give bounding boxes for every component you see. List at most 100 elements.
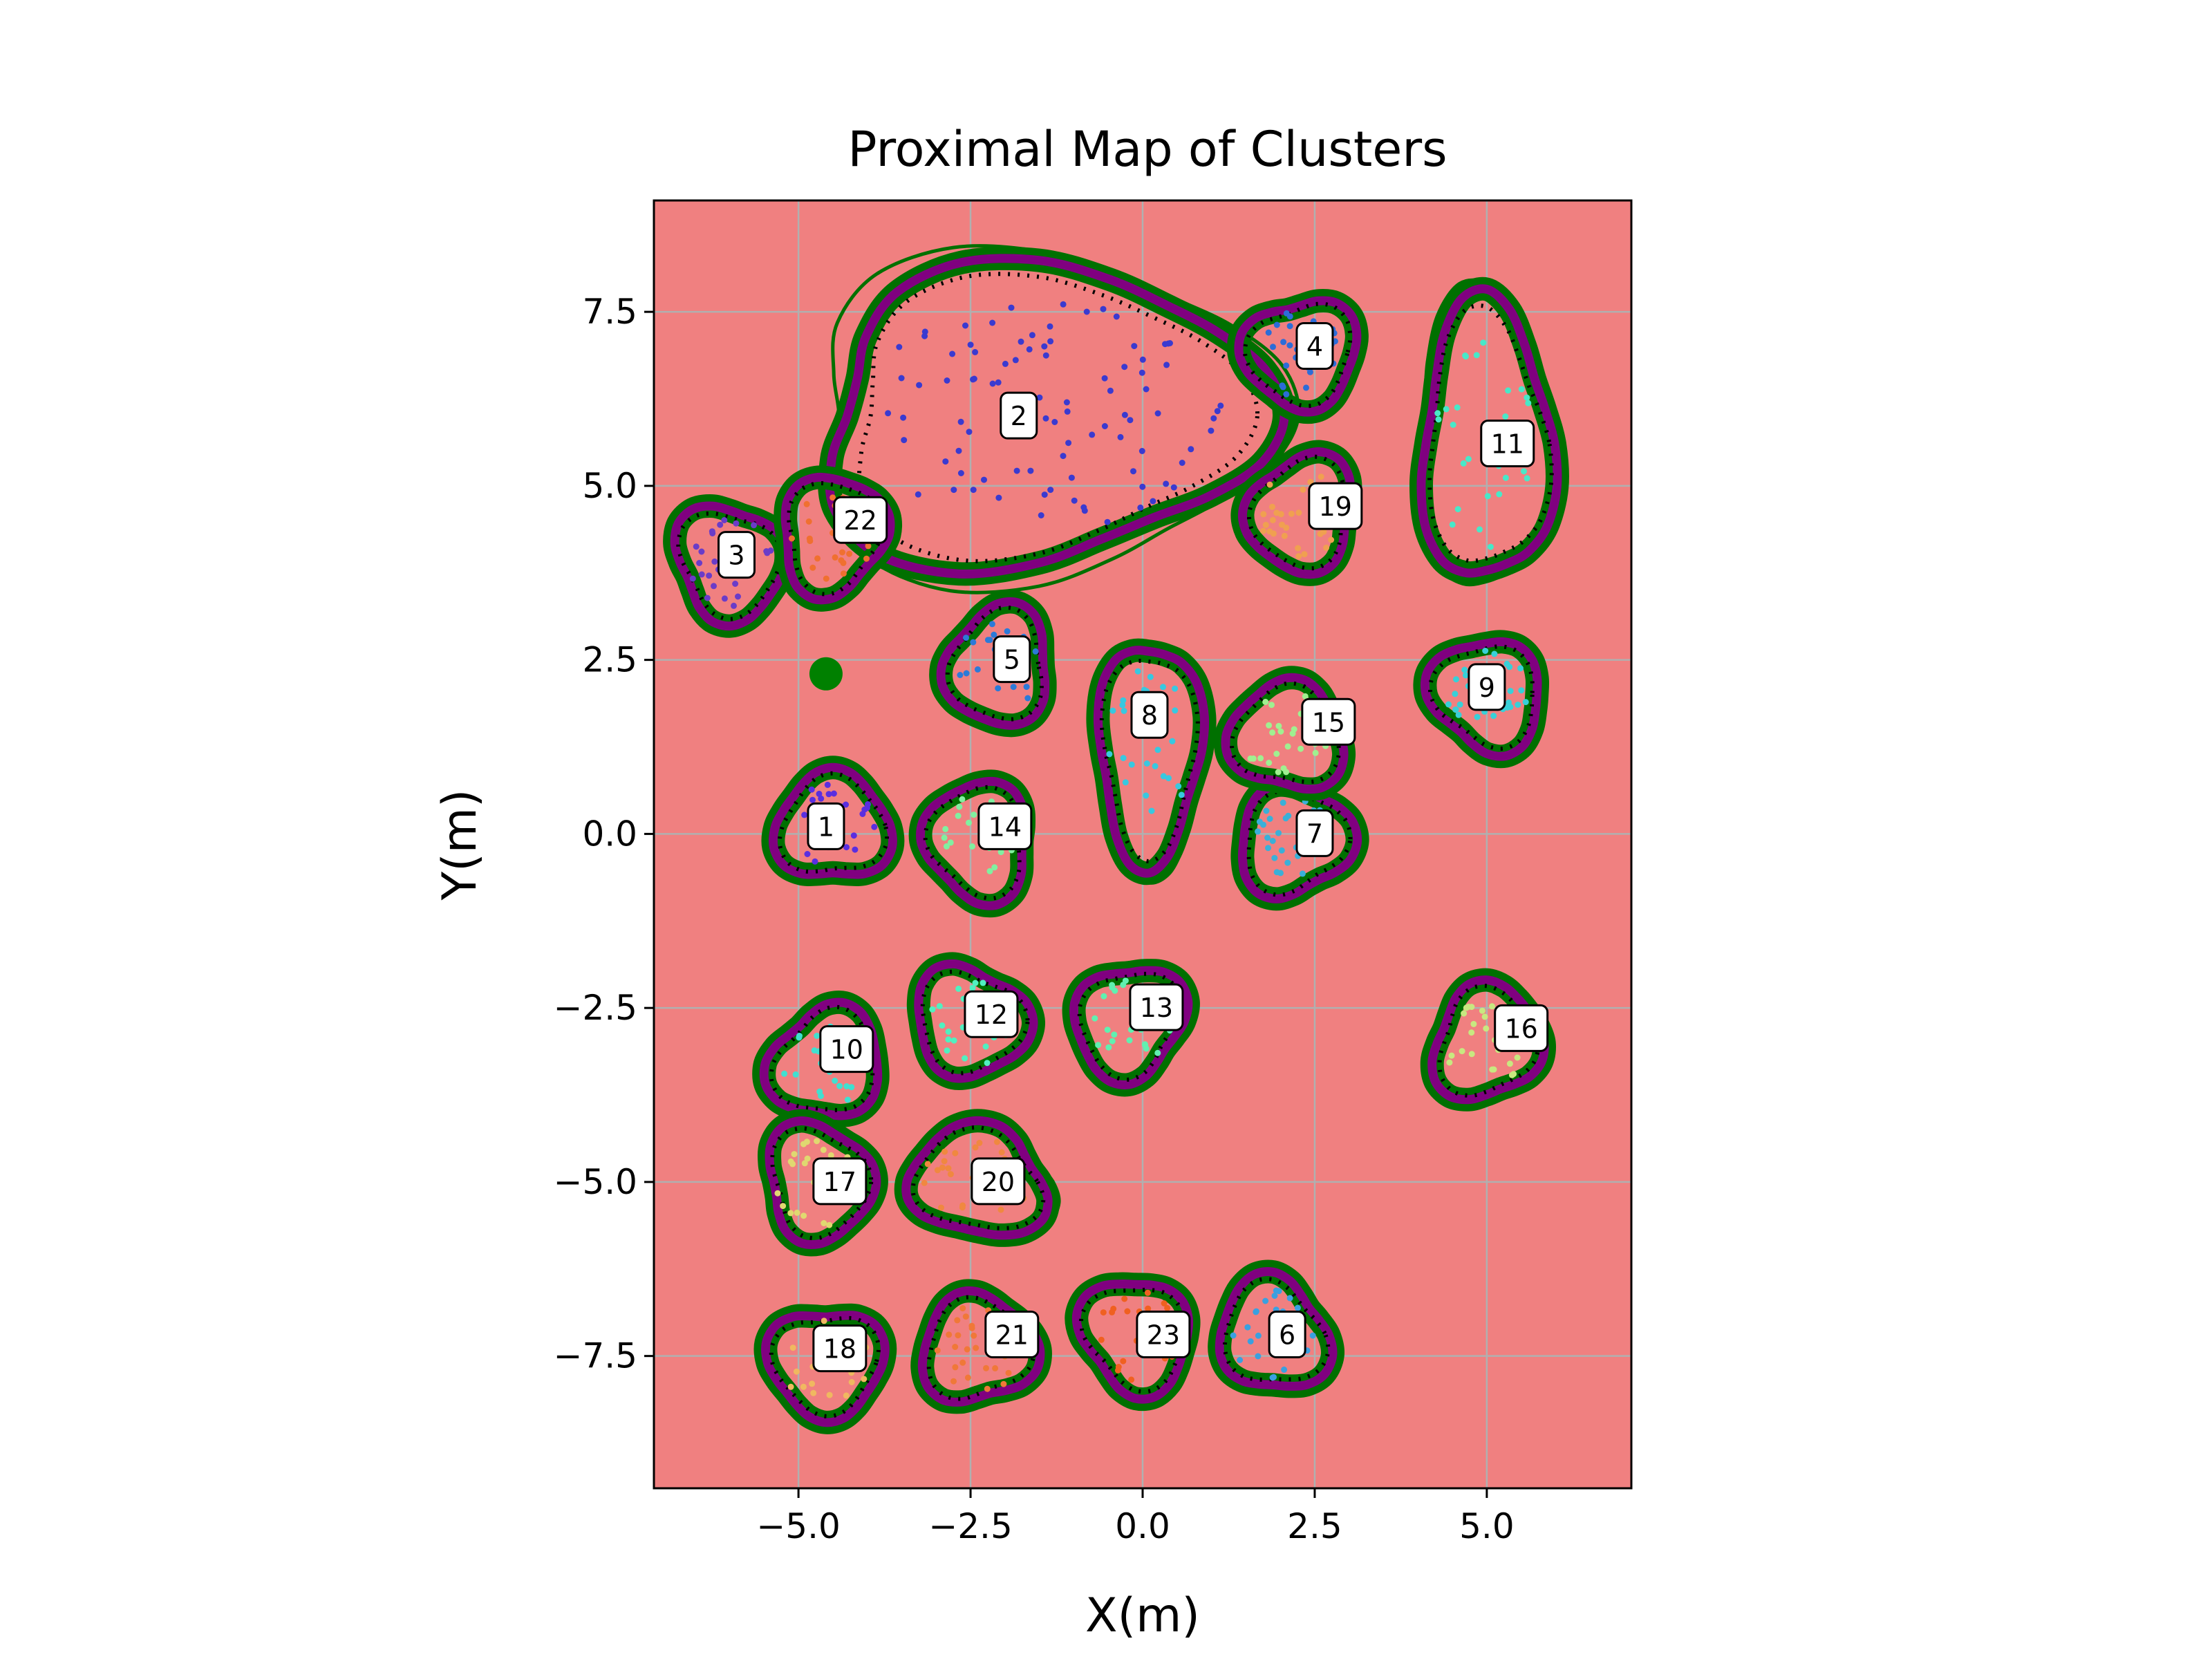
label-box — [1468, 663, 1506, 711]
cluster-inner-boundary — [780, 472, 895, 605]
cluster-point — [959, 1305, 966, 1312]
cluster-point — [816, 1088, 823, 1095]
cluster-point — [1294, 1304, 1301, 1311]
cluster-point — [1128, 761, 1135, 768]
cluster-point — [806, 535, 813, 542]
cluster-point — [976, 1139, 983, 1146]
cluster-point — [1283, 362, 1290, 369]
cluster-point — [1230, 1332, 1237, 1339]
cluster-point — [1449, 521, 1456, 528]
cluster-inner-boundary — [1069, 966, 1193, 1089]
cluster-point — [943, 843, 950, 850]
cluster-21 — [910, 1279, 1052, 1414]
cluster-point — [991, 864, 998, 871]
label-box — [807, 802, 845, 850]
cluster-point — [1328, 536, 1335, 543]
cluster-point — [1175, 783, 1182, 789]
cluster-point — [1110, 1305, 1117, 1312]
cluster-point — [998, 1149, 1005, 1156]
cluster-label-3: 3 — [717, 531, 756, 579]
cluster-point — [1117, 433, 1124, 440]
cluster-point — [959, 1359, 966, 1366]
cluster-point — [1270, 344, 1276, 350]
cluster-point — [1107, 387, 1114, 394]
cluster-23 — [1065, 1272, 1201, 1412]
cluster-point — [944, 1047, 950, 1054]
cluster-point — [989, 380, 996, 387]
cluster-label-17: 17 — [812, 1157, 868, 1206]
cluster-point — [801, 1160, 808, 1167]
cluster-point — [970, 639, 977, 646]
cluster-point — [704, 594, 711, 601]
cluster-point — [1071, 497, 1078, 504]
cluster-19 — [1230, 440, 1362, 586]
cluster-outer-contour — [1232, 290, 1360, 418]
cluster-point — [1002, 360, 1009, 367]
cluster-point — [1285, 812, 1292, 819]
cluster-label-23: 23 — [1136, 1310, 1191, 1358]
cluster-point — [751, 522, 757, 529]
label-text: 14 — [988, 812, 1022, 842]
cluster-point — [803, 500, 810, 507]
cluster-point — [1280, 799, 1286, 806]
cluster-point — [1461, 666, 1468, 673]
cluster-point — [1148, 807, 1155, 814]
cluster-point — [1284, 743, 1291, 750]
cluster-point — [735, 593, 741, 600]
cluster-point — [1172, 707, 1179, 714]
cluster-point — [1060, 453, 1067, 460]
cluster-point — [1163, 480, 1170, 487]
cluster-point — [832, 1078, 838, 1084]
cluster-label-4: 4 — [1295, 321, 1334, 370]
chart-title: Proximal Map of Clusters — [847, 121, 1447, 178]
cluster-point — [964, 1374, 971, 1381]
cluster-point — [1295, 545, 1302, 552]
cluster-point — [1480, 339, 1487, 346]
cluster-point — [763, 548, 770, 554]
cluster-point — [836, 1082, 843, 1089]
cluster-point — [1143, 792, 1150, 799]
cluster-point — [952, 1150, 959, 1156]
cluster-point — [1139, 483, 1146, 490]
cluster-point — [1100, 993, 1107, 1000]
y-tick-label: −2.5 — [554, 988, 637, 1028]
cluster-point — [1443, 406, 1450, 413]
cluster-point — [995, 685, 1002, 692]
cluster-point — [871, 823, 878, 830]
cluster-point — [924, 1161, 931, 1168]
cluster-point — [1042, 352, 1049, 359]
y-tick-label: 5.0 — [582, 466, 637, 506]
cluster-point — [1065, 440, 1072, 447]
cluster-inner-boundary — [765, 1116, 881, 1250]
cluster-point — [1139, 356, 1146, 363]
cluster-point — [844, 1096, 851, 1103]
cluster-point — [954, 1317, 961, 1324]
cluster-point — [1266, 481, 1273, 488]
cluster-point — [1481, 1013, 1488, 1020]
cluster-4 — [1226, 289, 1369, 424]
cluster-point — [941, 1158, 948, 1165]
cluster-point — [929, 1006, 936, 1013]
y-axis-label: Y(m) — [433, 789, 487, 901]
cluster-point — [957, 672, 964, 678]
cluster-point — [1524, 394, 1530, 401]
cluster-point — [1277, 511, 1284, 518]
cluster-point — [1525, 400, 1532, 406]
cluster-point — [959, 796, 966, 803]
cluster-point — [1286, 323, 1293, 330]
cluster-1 — [761, 756, 905, 886]
cluster-point — [934, 1347, 941, 1354]
cluster-point — [1000, 1380, 1007, 1387]
cluster-point — [1502, 413, 1509, 420]
cluster-label-7: 7 — [1295, 809, 1334, 857]
cluster-point — [1452, 706, 1459, 713]
cluster-point — [972, 348, 979, 355]
cluster-point — [1178, 791, 1185, 798]
cluster-label-22: 22 — [833, 496, 888, 544]
cluster-point — [1312, 749, 1319, 756]
cluster-label-12: 12 — [964, 990, 1019, 1038]
label-text: 5 — [1004, 645, 1020, 675]
cluster-inner-boundary — [916, 776, 1029, 910]
cluster-point — [787, 1210, 794, 1217]
cluster-point — [827, 1152, 834, 1159]
